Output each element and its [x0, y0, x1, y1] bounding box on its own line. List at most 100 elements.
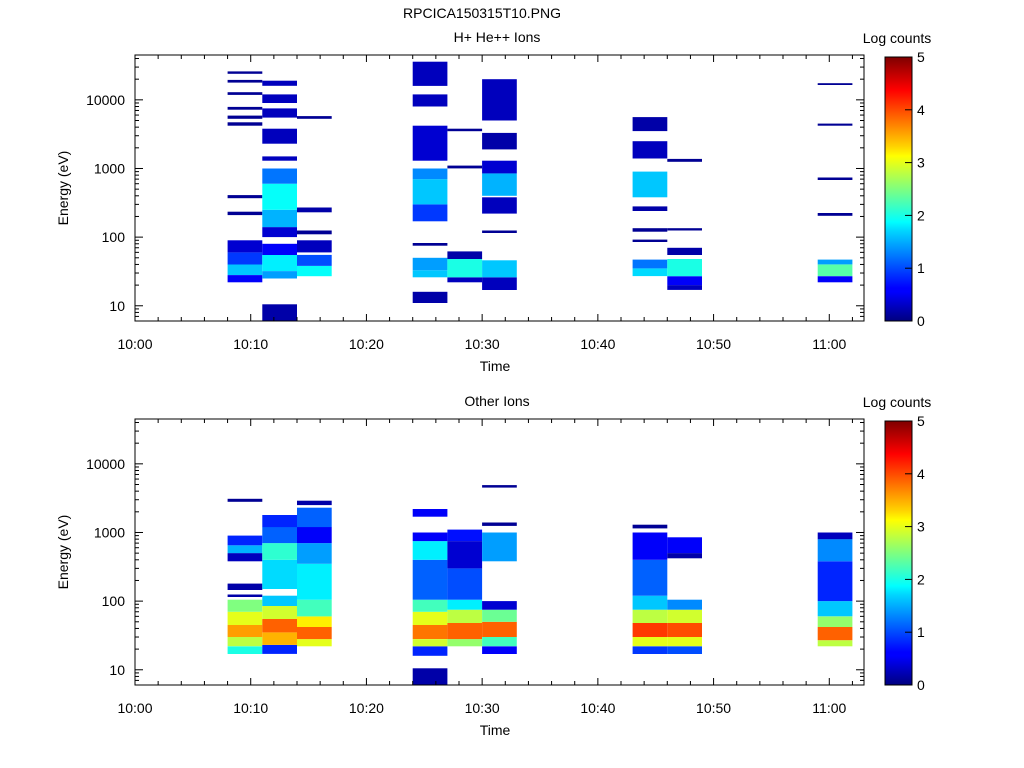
heatmap-cell [262, 168, 297, 184]
colorbar: Log counts 0 1 2 3 4 5 [863, 394, 932, 693]
heatmap-cell [447, 165, 483, 169]
heatmap-cell [482, 173, 517, 196]
heatmap-cell [667, 247, 702, 255]
heatmap-cell [632, 117, 668, 132]
colorbar-tick-label: 4 [917, 466, 925, 482]
heatmap-cell [482, 601, 517, 610]
heatmap-cell [632, 595, 668, 610]
heatmap-cell [262, 183, 297, 210]
heatmap-cell [412, 243, 448, 246]
heatmap-cell [262, 80, 297, 86]
heatmap-cell [817, 640, 853, 647]
heatmap-cell [412, 668, 448, 685]
heatmap-cell [667, 259, 702, 277]
heatmap-cell [297, 563, 332, 600]
heatmap-cell [297, 527, 332, 544]
heatmap-cell [227, 115, 263, 119]
heatmap-cell [227, 553, 263, 562]
heatmap-cell [817, 123, 853, 126]
heatmap-cell [412, 646, 448, 656]
heatmap-cell [817, 259, 853, 265]
panel-title: H+ He++ Ions [454, 29, 541, 45]
heatmap-cell [412, 257, 448, 271]
heatmap-cell [297, 543, 332, 564]
heatmap-cell [817, 213, 853, 216]
heatmap-cell [297, 207, 332, 213]
figure-title: RPCICA150315T10.PNG [403, 5, 561, 21]
heatmap-cell [447, 529, 483, 541]
heatmap-cell [412, 270, 448, 278]
heatmap-cell [297, 266, 332, 277]
heatmap-cell [227, 611, 263, 625]
heatmap-cell [667, 623, 702, 637]
plot-frame [134, 418, 865, 686]
heatmap-cell [412, 611, 448, 625]
heatmap-cell [447, 568, 483, 600]
heatmap-cell [262, 527, 297, 544]
heatmap-cell [817, 532, 853, 540]
heatmap-cell [667, 599, 702, 610]
heatmap-cell [817, 83, 853, 85]
heatmap-cell [447, 623, 483, 640]
heatmap-cell [412, 94, 448, 107]
heatmap-cell [227, 195, 263, 199]
colorbar-gradient [884, 56, 913, 322]
heatmap-cell [482, 637, 517, 647]
heatmap-cell [482, 646, 517, 654]
heatmap-cell [297, 599, 332, 617]
y-axis-ticks: 10 100 1000 10000 [86, 422, 864, 686]
heatmap-cell [297, 627, 332, 640]
heatmap-cell [632, 609, 668, 623]
heatmap-cell [817, 177, 853, 180]
heatmap-cells [227, 61, 853, 321]
heatmap-cell [227, 252, 263, 265]
heatmap-cell [262, 644, 297, 654]
heatmap-cell [262, 254, 297, 271]
heatmap-cell [632, 532, 668, 560]
heatmap-cell [817, 276, 853, 283]
heatmap-cell [262, 543, 297, 560]
heatmap-cell [632, 259, 668, 269]
heatmap-cell [227, 646, 263, 654]
heatmap-cell [817, 264, 853, 277]
heatmap-cell [262, 515, 297, 528]
heatmap-cell [412, 125, 448, 161]
x-tick-label: 10:40 [580, 700, 615, 716]
heatmap-cell [667, 609, 702, 623]
heatmap-cell [412, 624, 448, 639]
heatmap-cell [227, 545, 263, 554]
x-axis-ticks: 10:00 10:10 10:20 10:30 10:40 10:50 11:00 [117, 419, 853, 716]
colorbar-ticks: 0 1 2 3 4 5 [905, 49, 925, 329]
colorbar-tick-label: 2 [917, 571, 925, 587]
y-tick-label: 100 [102, 593, 126, 609]
heatmap-cell [482, 132, 517, 150]
heatmap-cell [447, 599, 483, 610]
colorbar-gradient [884, 420, 913, 686]
x-tick-label: 10:00 [117, 336, 152, 352]
heatmap-cell [447, 251, 483, 259]
heatmap-cell [227, 535, 263, 546]
heatmap-cell [297, 507, 332, 528]
heatmap-cell [667, 553, 702, 559]
colorbar-tick-label: 5 [917, 413, 925, 429]
heatmap-cell [817, 601, 853, 617]
x-axis-label: Time [480, 358, 511, 374]
heatmap-cell [412, 509, 448, 517]
heatmap-cell [262, 559, 297, 589]
heatmap-cell [667, 285, 702, 290]
colorbar: Log counts 0 1 2 3 4 5 [863, 30, 932, 329]
y-axis-ticks: 10 100 1000 10000 [86, 58, 864, 322]
heatmap-cell [632, 141, 668, 159]
heatmap-cell [297, 639, 332, 647]
heatmap-cell [447, 541, 483, 569]
x-tick-label: 10:20 [349, 700, 384, 716]
heatmap-cell [297, 254, 332, 266]
heatmap-cell [262, 108, 297, 118]
heatmap-cell [482, 609, 517, 622]
heatmap-cell [447, 259, 483, 278]
y-tick-label: 100 [102, 229, 126, 245]
heatmap-cell [482, 79, 517, 121]
heatmap-cell [632, 559, 668, 596]
heatmap-cell [482, 485, 517, 488]
